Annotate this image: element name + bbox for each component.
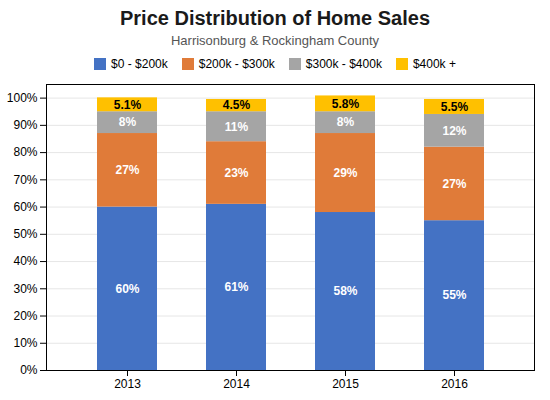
svg-text:70%: 70% [13,173,37,187]
html-text:$400k +: $400k + [412,57,456,71]
svg-text:30%: 30% [13,282,37,296]
html-text:$200k - $300k: $200k - $300k [198,57,275,71]
svg-text:40%: 40% [13,254,37,268]
svg-text:27%: 27% [442,177,466,191]
svg-text:2014: 2014 [223,377,250,391]
svg-text:60%: 60% [13,200,37,214]
svg-text:5.8%: 5.8% [332,97,360,111]
svg-text:8%: 8% [119,115,137,129]
svg-text:20%: 20% [13,309,37,323]
svg-text:60%: 60% [115,282,139,296]
html-text:$300k - $400k: $300k - $400k [305,57,382,71]
svg-text:5.1%: 5.1% [114,98,142,112]
svg-text:12%: 12% [442,124,466,138]
svg-text:2015: 2015 [332,377,359,391]
svg-text:23%: 23% [224,166,248,180]
svg-text:2013: 2013 [114,377,141,391]
html-text:$0 - $200k: $0 - $200k [111,57,168,71]
svg-text:11%: 11% [225,120,249,134]
svg-text:61%: 61% [224,280,248,294]
html-text:Harrisonburg & Rockingham Coun: Harrisonburg & Rockingham County [170,33,379,48]
svg-text:50%: 50% [13,227,37,241]
svg-text:5.5%: 5.5% [441,100,469,114]
svg-text:29%: 29% [333,166,357,180]
html-text:Price Distribution of Home Sal: Price Distribution of Home Sales [120,7,430,29]
svg-text:100%: 100% [7,91,38,105]
svg-text:58%: 58% [333,284,357,298]
svg-text:10%: 10% [13,336,37,350]
svg-text:90%: 90% [13,118,37,132]
svg-text:80%: 80% [13,145,37,159]
svg-text:55%: 55% [442,288,466,302]
svg-text:2016: 2016 [441,377,468,391]
svg-text:8%: 8% [337,115,355,129]
svg-text:0%: 0% [20,363,38,377]
svg-text:4.5%: 4.5% [223,98,251,112]
svg-text:27%: 27% [115,163,139,177]
